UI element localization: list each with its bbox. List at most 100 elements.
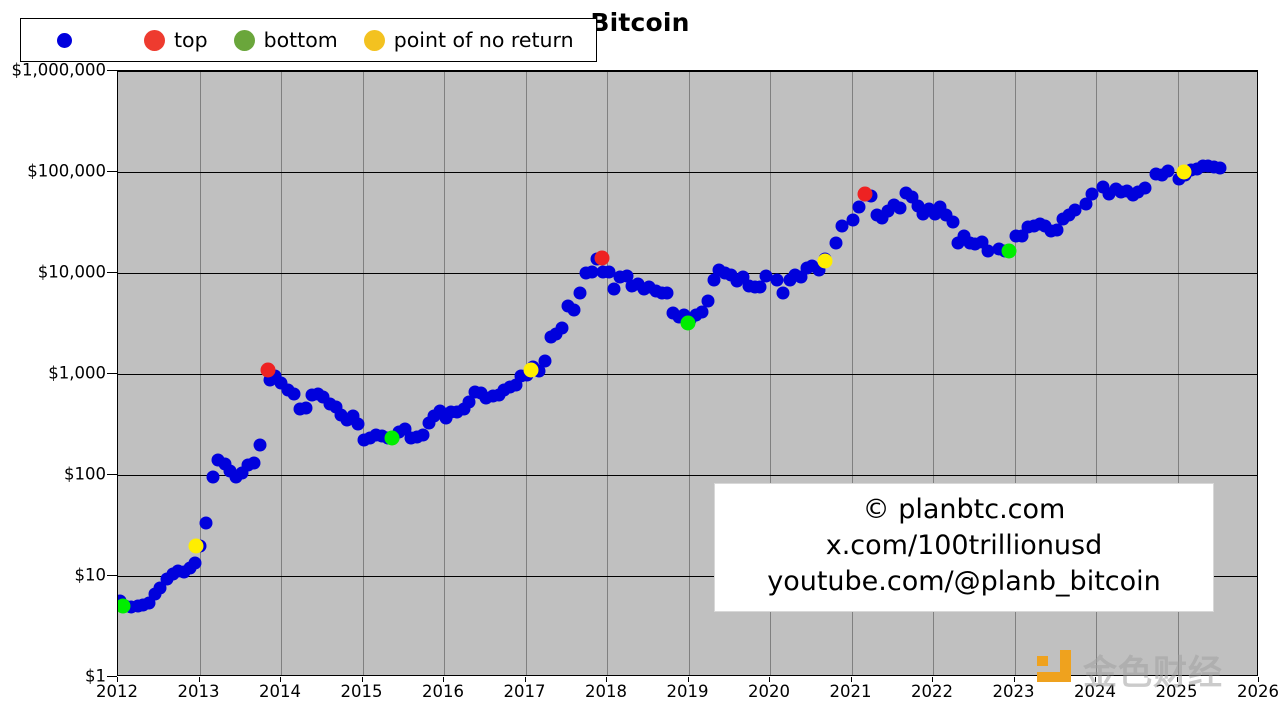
x-tick-label: 2018: [585, 682, 627, 701]
x-tick-label: 2015: [340, 682, 383, 701]
data-point-price: [759, 269, 773, 283]
legend-marker-bottom-icon: [233, 29, 255, 51]
legend-label-point-of-no-return: point of no return: [393, 28, 574, 52]
data-point-price: [846, 213, 860, 227]
data-point-price: [1138, 181, 1152, 195]
x-tick-mark: [606, 677, 607, 682]
data-point-price: [835, 219, 849, 233]
y-tick-mark: [107, 272, 117, 273]
data-point-price: [416, 428, 430, 442]
legend-marker-point-of-no-return-icon: [363, 29, 385, 51]
data-point-price: [829, 236, 843, 250]
data-point-price: [753, 280, 767, 294]
x-tick-label: 2019: [666, 682, 709, 701]
data-point-price: [199, 516, 213, 530]
gridline-vertical: [281, 71, 282, 675]
data-point-price: [462, 395, 476, 409]
y-tick-label: $10: [74, 565, 107, 585]
x-tick-mark: [524, 677, 526, 682]
gridline-vertical: [1096, 71, 1097, 675]
gridline-vertical: [1177, 71, 1179, 675]
x-tick-label: 2012: [96, 682, 138, 701]
data-point-top: [857, 186, 873, 202]
legend-label-bottom: bottom: [263, 28, 338, 52]
x-tick-mark: [1095, 677, 1096, 682]
legend-item-top: top: [138, 28, 208, 52]
data-point-price: [620, 269, 634, 283]
x-tick-label: 2021: [829, 682, 872, 701]
chart-legend: top bottom point of no return: [20, 18, 597, 62]
data-point-price: [585, 265, 598, 279]
gridline-horizontal: [118, 172, 1257, 173]
gridline-vertical: [199, 71, 201, 675]
data-point-price: [573, 286, 587, 300]
gridline-vertical: [1014, 71, 1016, 675]
y-tick-mark: [107, 575, 117, 576]
data-point-price: [555, 321, 569, 335]
data-point-price: [607, 282, 621, 296]
credit-line-1: © planbtc.com: [862, 494, 1066, 525]
y-tick-label: $1,000: [48, 363, 106, 383]
x-tick-mark: [1176, 677, 1178, 682]
data-point-price: [602, 265, 616, 279]
legend-item-price: [35, 32, 112, 48]
gridline-horizontal: [118, 576, 1257, 577]
data-point-price: [509, 378, 523, 392]
data-point-price: [287, 387, 301, 401]
y-tick-mark: [107, 373, 117, 374]
x-tick-mark: [1258, 677, 1259, 682]
y-tick-mark: [107, 474, 117, 475]
x-tick-label: 2025: [1155, 682, 1198, 701]
credit-line-2: x.com/100trillionusd: [825, 530, 1103, 562]
x-tick-label: 2020: [748, 682, 790, 701]
page-title: Bitcoin: [590, 8, 690, 37]
x-tick-label: 2024: [1074, 682, 1116, 701]
y-tick-mark: [107, 676, 117, 677]
gridline-vertical: [851, 71, 853, 675]
gridline-vertical: [607, 71, 608, 675]
y-tick-label: $10,000: [37, 262, 106, 282]
x-tick-label: 2022: [911, 682, 953, 701]
x-tick-label: 2017: [503, 682, 546, 701]
data-point-point-of-no-return: [817, 253, 833, 269]
data-point-price: [1085, 187, 1099, 201]
plot-area: [117, 70, 1258, 676]
data-point-price: [852, 200, 866, 214]
data-point-price: [188, 556, 202, 570]
data-point-price: [946, 215, 960, 229]
data-point-price: [253, 438, 267, 452]
gridline-vertical: [362, 71, 364, 675]
data-point-price: [247, 456, 261, 470]
data-point-bottom: [680, 315, 696, 331]
legend-marker-price-icon: [57, 32, 72, 48]
y-tick-mark: [107, 171, 117, 172]
legend-item-point-of-no-return: point of no return: [363, 28, 574, 52]
x-tick-mark: [769, 677, 770, 682]
data-point-price: [538, 354, 552, 368]
data-point-price: [776, 286, 790, 300]
data-point-price: [1068, 203, 1082, 217]
gridline-horizontal: [118, 475, 1257, 476]
data-point-bottom: [118, 598, 131, 614]
data-point-price: [981, 244, 995, 258]
gridline-horizontal: [118, 71, 1257, 72]
x-tick-mark: [850, 677, 852, 682]
data-point-price: [770, 273, 784, 287]
legend-label-top: top: [174, 28, 208, 52]
y-tick-label: $100,000: [27, 161, 106, 181]
y-tick-label: $1: [85, 666, 106, 686]
x-tick-mark: [361, 677, 363, 682]
y-tick-label: $1,000,000: [11, 60, 106, 80]
legend-marker-top-icon: [144, 29, 165, 51]
credit-line-3: youtube.com/@planb_bitcoin: [767, 566, 1161, 598]
data-point-price: [660, 286, 674, 300]
legend-item-bottom: bottom: [233, 28, 338, 52]
data-point-bottom: [1001, 243, 1017, 259]
data-point-price: [695, 305, 709, 319]
data-point-price: [893, 201, 907, 215]
gridline-vertical: [688, 71, 690, 675]
data-point-price: [1161, 164, 1175, 178]
gridline-vertical: [770, 71, 771, 675]
data-point-price: [1079, 197, 1093, 211]
